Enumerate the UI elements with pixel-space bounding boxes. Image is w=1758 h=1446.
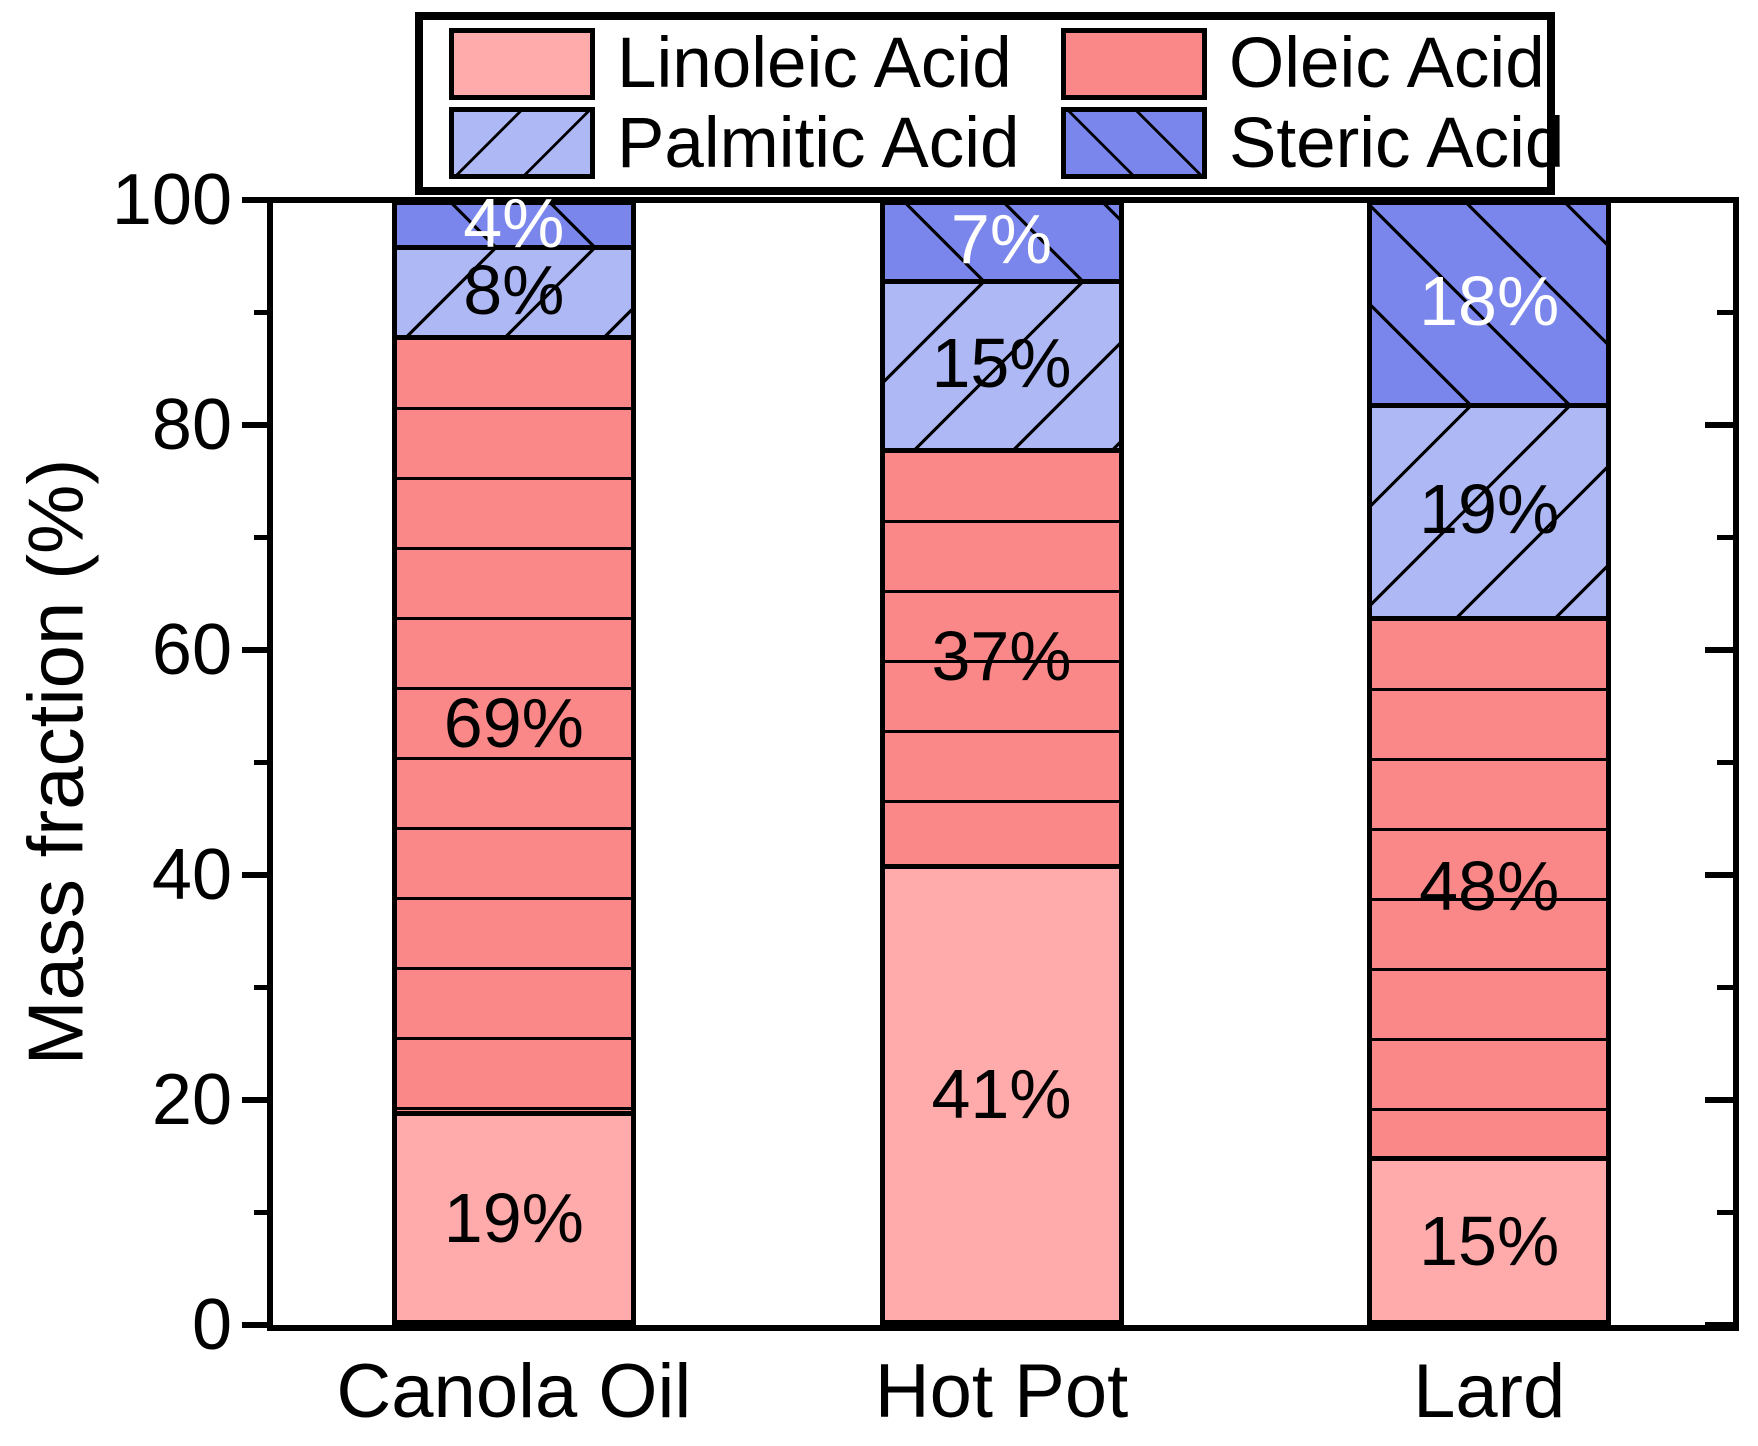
segment-palmitic-acid [391,245,636,335]
y-major-tick-left [242,422,270,428]
bar-lard [1367,200,1612,1325]
y-minor-tick-left [254,310,270,315]
segment-value-label: 37% [931,616,1072,695]
y-minor-tick-left [254,535,270,540]
y-minor-tick-left [254,760,270,765]
y-tick-label: 0 [191,1285,232,1365]
legend-swatch-palmitic-acid [449,107,595,180]
legend: Linoleic Acid Oleic Acid Palmitic Acid Ster… [415,12,1564,195]
legend-item-oleic-acid: Oleic Acid [1061,24,1564,104]
segment-value-label: 48% [1419,847,1560,926]
segment-value-label: 8% [463,251,565,329]
legend-swatch-oleic-acid [1061,27,1207,100]
x-tick-label-lard: Lard [1413,1349,1566,1434]
segment-linoleic-acid [879,863,1124,1325]
y-major-tick-left [242,872,270,878]
segment-oleic-acid [391,335,636,1112]
y-tick-label: 100 [111,160,232,240]
y-major-tick-left [242,197,270,203]
segment-oleic-acid [1367,616,1612,1157]
y-major-tick-left [242,1097,270,1103]
segment-value-label: 69% [443,684,584,763]
legend-item-steric-acid: Steric Acid [1061,103,1565,183]
segment-value-label: 19% [443,1179,584,1258]
legend-item-linoleic-acid: Linoleic Acid [449,24,1061,104]
legend-label: Steric Acid [1229,103,1565,183]
x-tick-label-hot-pot: Hot Pot [874,1349,1129,1434]
y-minor-tick-right [1717,985,1733,990]
y-minor-tick-right [1717,1210,1733,1215]
y-tick-label: 40 [151,835,232,915]
y-minor-tick-right [1717,535,1733,540]
segment-palmitic-acid [879,278,1124,448]
y-major-tick-right [1705,1097,1733,1103]
legend-swatch-linoleic-acid [449,27,595,100]
y-major-tick-left [242,647,270,653]
bar-hot-pot [879,200,1124,1325]
segment-linoleic-acid [391,1111,636,1325]
legend-label: Linoleic Acid [617,24,1012,104]
segment-value-label: 18% [1419,262,1560,341]
segment-palmitic-acid [1367,402,1612,617]
segment-value-label: 19% [1419,470,1560,549]
y-minor-tick-right [1717,760,1733,765]
segment-steric-acid [879,200,1124,279]
segment-value-label: 15% [931,324,1072,403]
y-tick-label: 60 [151,610,232,690]
segment-value-label: 7% [950,200,1053,279]
legend-label: Palmitic Acid [617,103,1020,183]
y-minor-tick-left [254,1210,270,1215]
segment-oleic-acid [879,447,1124,864]
y-axis-title: Mass fraction (%) [11,458,100,1066]
y-major-tick-right [1705,647,1733,653]
segment-steric-acid [391,200,636,245]
segment-steric-acid [1367,200,1612,403]
y-major-tick-right [1705,197,1733,203]
legend-label: Oleic Acid [1229,24,1545,104]
y-major-tick-right [1705,422,1733,428]
y-major-tick-right [1705,1322,1733,1328]
segment-linoleic-acid [1367,1156,1612,1325]
y-minor-tick-right [1717,310,1733,315]
y-major-tick-left [242,1322,270,1328]
segment-value-label: 15% [1419,1201,1560,1280]
y-minor-tick-left [254,985,270,990]
y-tick-label: 80 [151,385,232,465]
y-major-tick-right [1705,872,1733,878]
y-tick-label: 20 [151,1060,232,1140]
x-tick-label-canola-oil: Canola Oil [336,1349,692,1434]
bar-canola-oil [391,200,636,1325]
segment-value-label: 4% [463,183,565,262]
legend-item-palmitic-acid: Palmitic Acid [449,103,1061,183]
legend-swatch-steric-acid [1061,107,1207,180]
segment-value-label: 41% [931,1055,1072,1134]
